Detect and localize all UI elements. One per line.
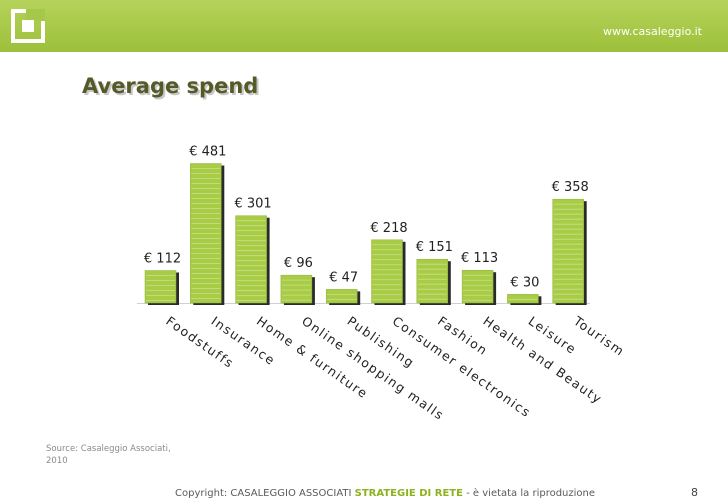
header-band: www.casaleggio.it: [0, 0, 728, 52]
bar-group: [325, 289, 361, 305]
data-label: € 481: [189, 145, 226, 160]
bar: [461, 269, 494, 304]
bar-group: [552, 198, 587, 305]
data-label: € 112: [144, 252, 181, 267]
footer: Copyright: CASALEGGIO ASSOCIATI STRATEGI…: [0, 484, 728, 504]
data-label: € 301: [234, 197, 271, 212]
data-label: € 358: [552, 180, 589, 195]
bar: [371, 239, 403, 304]
bar-group: [280, 274, 315, 305]
copyright-suffix: - è vietata la riproduzione: [466, 488, 596, 499]
site-url[interactable]: www.casaleggio.it: [603, 25, 702, 38]
copyright-prefix: Copyright: CASALEGGIO ASSOCIATI: [175, 488, 352, 499]
bar-group: [416, 258, 451, 305]
bar-group: [461, 269, 497, 305]
page-title: Average spend: [82, 74, 259, 98]
data-label: € 30: [510, 275, 539, 290]
data-label: € 113: [461, 251, 498, 266]
data-label: € 47: [329, 270, 358, 285]
data-label: € 218: [370, 221, 407, 236]
bar-group: [235, 215, 270, 305]
bar: [552, 198, 584, 304]
bar-group: [371, 239, 406, 305]
bar: [280, 274, 313, 304]
category-label: Tourism: [570, 313, 628, 360]
data-label: € 96: [284, 256, 313, 271]
bar: [325, 289, 358, 304]
bar: [235, 215, 267, 304]
data-label: € 151: [416, 240, 453, 255]
page-number: 8: [691, 486, 698, 499]
bar: [144, 270, 177, 304]
bar: [416, 258, 449, 304]
bar-group: [190, 163, 225, 305]
bar-group: [144, 270, 179, 305]
copyright: Copyright: CASALEGGIO ASSOCIATI STRATEGI…: [175, 488, 595, 499]
bar-group: [507, 294, 542, 305]
source-note: Source: Casaleggio Associati, 2010: [46, 444, 171, 466]
bar: [507, 294, 539, 304]
brand-link[interactable]: STRATEGIE DI RETE: [354, 488, 463, 499]
casaleggio-logo-icon: [11, 9, 45, 43]
